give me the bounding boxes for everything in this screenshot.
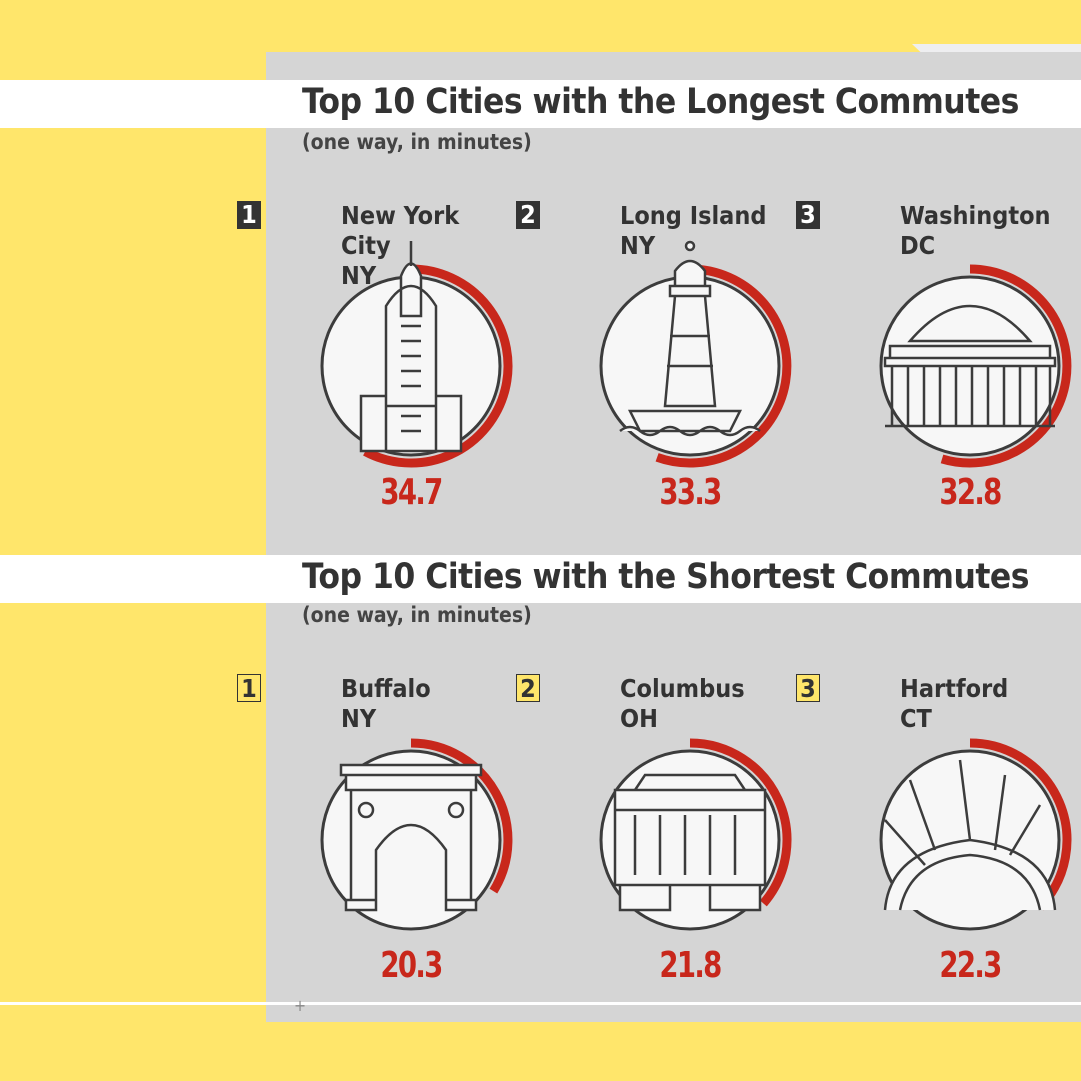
gauge-arc	[363, 264, 513, 468]
divider	[0, 1002, 1081, 1005]
city-card: 1 Buffalo NY 20.3	[233, 666, 513, 996]
gauge	[599, 738, 792, 931]
crown-sculpture-icon	[883, 759, 1057, 911]
gauge-arc	[969, 738, 1072, 911]
city-name: Washington DC	[900, 201, 1051, 261]
section-subtitle: (one way, in minutes)	[302, 130, 532, 154]
city-label: Washington	[900, 201, 1051, 230]
gauge-arc	[940, 264, 1072, 468]
gauge	[879, 738, 1072, 931]
city-label: Hartford	[900, 674, 1009, 703]
state-label: CT	[900, 704, 932, 733]
state-label: DC	[900, 231, 936, 260]
commute-value: 32.8	[939, 472, 1002, 513]
commute-value: 20.3	[380, 945, 443, 986]
plus-icon: +	[294, 996, 307, 1015]
city-name: Columbus OH	[620, 674, 745, 734]
gauge	[879, 264, 1072, 468]
gauge-arc	[410, 738, 513, 894]
state-label: NY	[341, 261, 377, 290]
city-card: 1 New York City NY 34.7	[233, 193, 513, 523]
section-title: Top 10 Cities with the Shortest Commutes	[302, 557, 1030, 597]
commute-value: 33.3	[659, 472, 722, 513]
rank-badge: 3	[796, 674, 820, 703]
gauge	[599, 240, 792, 468]
section-subtitle: (one way, in minutes)	[302, 603, 532, 627]
rank-badge: 2	[516, 674, 540, 703]
city-label: Columbus	[620, 674, 745, 703]
city-name: Long Island NY	[620, 201, 766, 261]
gauge	[320, 241, 513, 468]
gauge-arc	[655, 264, 792, 468]
city-name: Hartford CT	[900, 674, 1008, 734]
city-card: 3 Hartford CT 22.3	[792, 666, 1072, 996]
rank-badge: 1	[237, 674, 261, 703]
city-label: Long Island	[620, 201, 767, 230]
state-label: NY	[620, 231, 656, 260]
city-label: Buffalo	[341, 674, 431, 703]
commute-value: 34.7	[380, 472, 443, 513]
rank-badge: 2	[516, 201, 540, 229]
city-label: New York City	[341, 201, 460, 260]
city-name: Buffalo NY	[341, 674, 431, 734]
statehouse-icon	[613, 773, 767, 912]
corner-decoration	[912, 44, 1081, 52]
city-name: New York City NY	[341, 201, 513, 291]
title-band	[0, 555, 1081, 603]
gauge-arc	[689, 738, 792, 907]
commute-value: 22.3	[939, 945, 1002, 986]
lighthouse-icon	[619, 240, 761, 437]
state-label: NY	[341, 704, 377, 733]
chrysler-building-icon	[359, 241, 463, 453]
gauge	[320, 738, 513, 931]
state-label: OH	[620, 704, 658, 733]
arch-monument-icon	[339, 763, 483, 912]
city-card: 2 Long Island NY 33.3	[512, 193, 792, 523]
city-card: 2 Columbus OH 21.8	[512, 666, 792, 996]
title-band	[0, 80, 1081, 128]
section-title: Top 10 Cities with the Longest Commutes	[302, 82, 1019, 122]
rank-badge: 3	[796, 201, 820, 229]
city-card: 3 Washington DC 32.8	[792, 193, 1072, 523]
rank-badge: 1	[237, 201, 261, 229]
jefferson-memorial-icon	[883, 304, 1057, 428]
commute-value: 21.8	[659, 945, 722, 986]
